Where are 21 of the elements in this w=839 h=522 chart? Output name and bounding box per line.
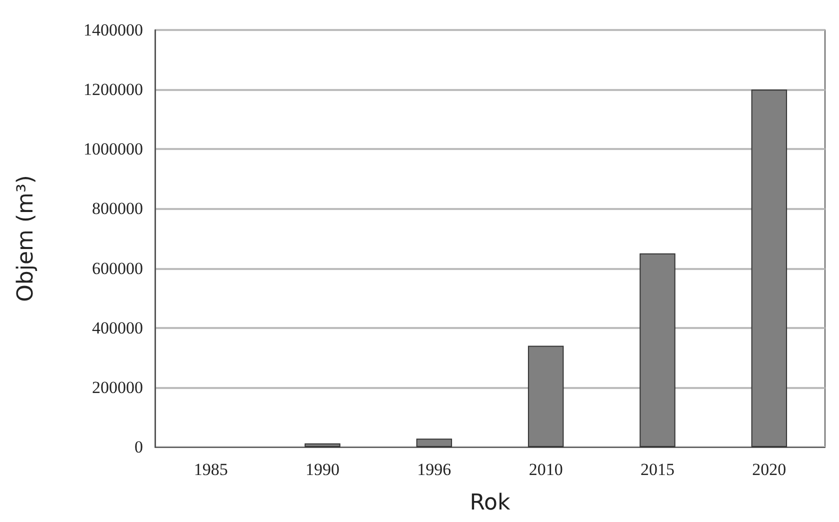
bar	[528, 346, 564, 447]
y-tick-label: 1000000	[84, 140, 143, 159]
bar	[304, 443, 340, 447]
y-tick-label: 600000	[92, 258, 143, 278]
bar	[751, 90, 788, 447]
y-tick-label: 800000	[92, 199, 143, 218]
x-tick-label: 1996	[417, 460, 452, 479]
y-tick-label: 200000	[92, 378, 143, 397]
y-tick-label: 400000	[92, 318, 143, 338]
x-axis-title: Rok	[470, 490, 511, 516]
x-tick-label: 2015	[640, 460, 674, 479]
y-tick-label: 0	[134, 438, 143, 456]
x-tick-label: 2010	[528, 460, 563, 479]
bar	[416, 438, 452, 447]
x-tick-label: 1985	[194, 460, 228, 479]
x-tick-label: 1990	[306, 460, 340, 479]
y-tick-label: 1200000	[84, 80, 143, 100]
y-tick-label: 1400000	[84, 20, 143, 40]
x-tick-label: 2020	[752, 460, 786, 479]
bar	[640, 253, 676, 447]
y-axis-title: Objem (m³)	[14, 175, 38, 302]
